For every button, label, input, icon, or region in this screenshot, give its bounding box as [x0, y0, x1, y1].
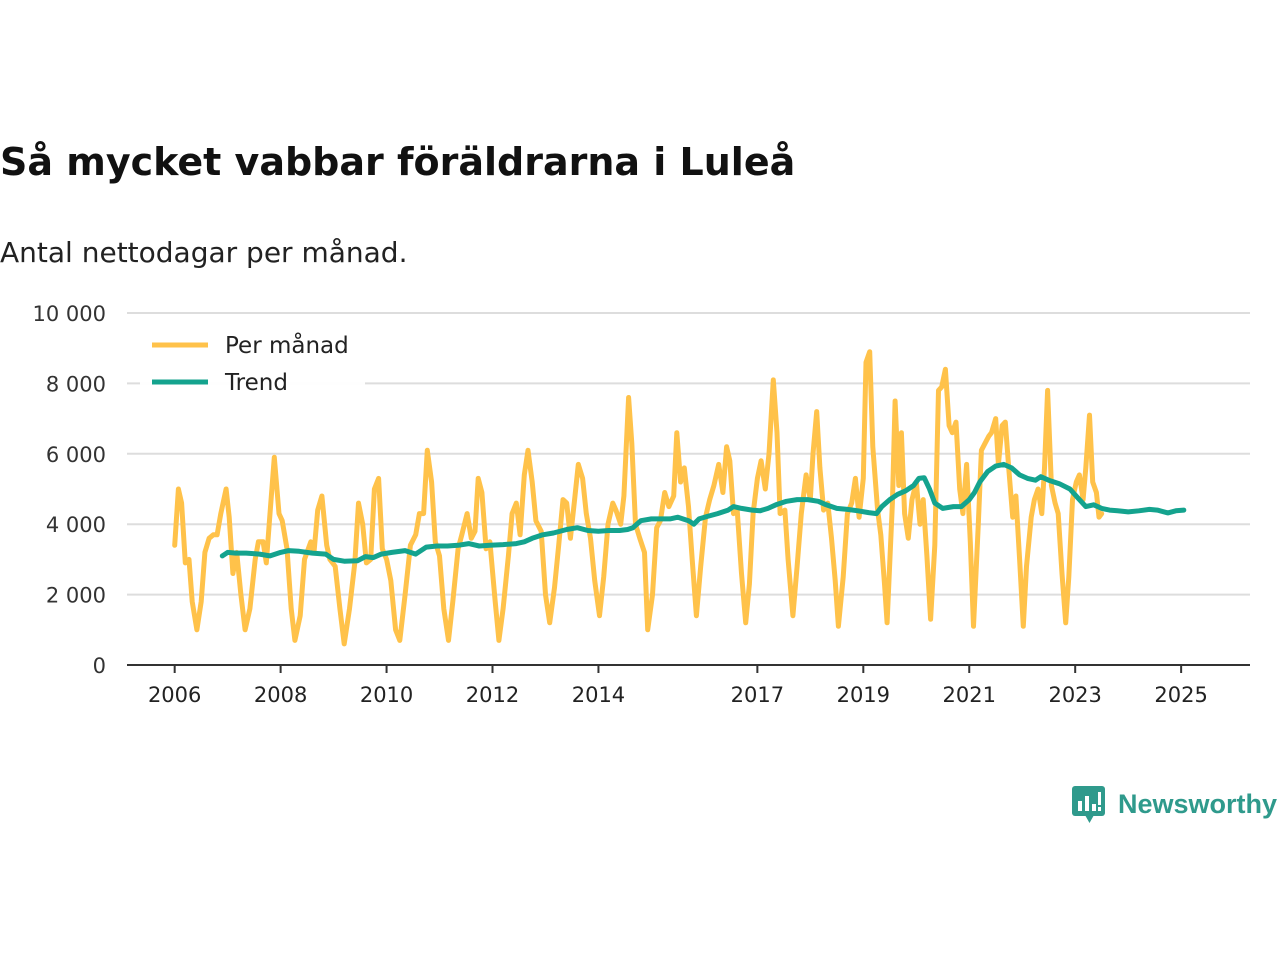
newsworthy-logo-icon — [1072, 786, 1105, 823]
x-tick-label: 2023 — [1048, 683, 1101, 707]
y-tick-label: 2 000 — [46, 584, 106, 608]
x-axis: 2006 2008 2010 2012 2014 2017 2019 2021 2023 2025 — [127, 664, 1250, 707]
y-tick-label: 8 000 — [46, 372, 106, 396]
x-tick-label: 2019 — [837, 683, 890, 707]
x-tick-label: 2006 — [148, 683, 201, 707]
chart-subtitle: Antal nettodagar per månad. — [0, 236, 408, 269]
x-tick-label: 2012 — [466, 683, 519, 707]
legend-label-monthly: Per månad — [225, 331, 349, 359]
series-lines — [172, 349, 1187, 647]
series-line-monthly — [172, 349, 1105, 647]
y-tick-label: 0 — [93, 654, 106, 678]
brand: Newsworthy — [1072, 784, 1277, 824]
chart-title: Så mycket vabbar föräldrarna i Luleå — [0, 140, 796, 184]
y-axis: 0 2 000 4 000 6 000 8 000 10 000 — [33, 302, 106, 678]
x-tick-label: 2025 — [1154, 683, 1207, 707]
y-tick-label: 6 000 — [46, 443, 106, 467]
brand-name: Newsworthy — [1118, 788, 1278, 819]
x-tick-label: 2008 — [254, 683, 307, 707]
y-tick-label: 10 000 — [33, 302, 106, 326]
x-tick-label: 2014 — [572, 683, 625, 707]
legend-label-trend: Trend — [224, 370, 288, 396]
series-line-trend — [219, 461, 1187, 564]
x-tick-label: 2017 — [731, 683, 784, 707]
y-tick-label: 4 000 — [46, 513, 106, 537]
x-tick-label: 2010 — [360, 683, 413, 707]
x-tick-label: 2021 — [943, 683, 996, 707]
legend: Per månad Trend — [140, 330, 365, 405]
line-chart: 0 2 000 4 000 6 000 8 000 10 000 2006 2008 2010… — [33, 302, 1250, 707]
